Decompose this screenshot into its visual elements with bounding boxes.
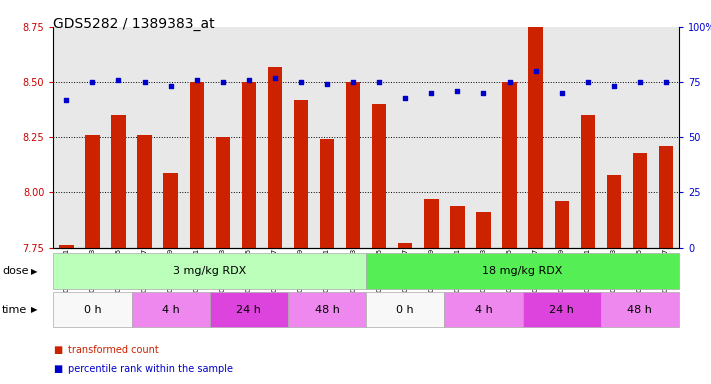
Bar — [59, 245, 73, 248]
Bar — [132, 292, 210, 327]
Bar — [528, 0, 542, 248]
Bar — [294, 100, 308, 248]
Point — [113, 77, 124, 83]
Point — [426, 90, 437, 96]
Text: transformed count: transformed count — [68, 345, 159, 355]
Bar — [366, 292, 444, 327]
Text: 24 h: 24 h — [550, 305, 574, 314]
Point — [582, 79, 594, 85]
Text: ▶: ▶ — [31, 266, 37, 276]
Text: time: time — [2, 305, 28, 314]
Bar — [53, 253, 366, 289]
Text: ▶: ▶ — [31, 305, 37, 314]
Point — [634, 79, 646, 85]
Point — [165, 83, 176, 89]
Text: 4 h: 4 h — [162, 305, 179, 314]
Point — [321, 81, 333, 88]
Text: 48 h: 48 h — [315, 305, 339, 314]
Point — [556, 90, 567, 96]
Point — [478, 90, 489, 96]
Bar — [372, 104, 386, 248]
Bar — [450, 206, 464, 248]
Bar — [398, 243, 412, 248]
Point — [139, 79, 150, 85]
Point — [608, 83, 619, 89]
Bar — [242, 82, 256, 248]
Point — [295, 79, 306, 85]
Bar — [137, 135, 151, 248]
Bar — [523, 292, 601, 327]
Bar — [190, 82, 204, 248]
Bar — [346, 82, 360, 248]
Text: 18 mg/kg RDX: 18 mg/kg RDX — [482, 266, 563, 276]
Point — [191, 77, 203, 83]
Bar — [164, 173, 178, 248]
Bar — [606, 175, 621, 248]
Point — [530, 68, 541, 74]
Text: 4 h: 4 h — [475, 305, 492, 314]
Bar — [476, 212, 491, 248]
Bar — [581, 115, 595, 248]
Text: percentile rank within the sample: percentile rank within the sample — [68, 364, 232, 374]
Point — [373, 79, 385, 85]
Bar — [288, 292, 366, 327]
Point — [243, 77, 255, 83]
Text: ■: ■ — [53, 345, 63, 355]
Bar — [444, 292, 523, 327]
Bar — [268, 67, 282, 248]
Point — [400, 94, 411, 101]
Bar — [503, 82, 517, 248]
Bar — [555, 201, 569, 248]
Text: ■: ■ — [53, 364, 63, 374]
Point — [217, 79, 228, 85]
Text: 0 h: 0 h — [84, 305, 101, 314]
Bar — [53, 292, 132, 327]
Text: 24 h: 24 h — [237, 305, 261, 314]
Text: 0 h: 0 h — [397, 305, 414, 314]
Bar — [210, 292, 288, 327]
Text: 3 mg/kg RDX: 3 mg/kg RDX — [173, 266, 247, 276]
Bar — [424, 199, 439, 248]
Text: 48 h: 48 h — [628, 305, 652, 314]
Bar — [366, 253, 679, 289]
Point — [348, 79, 359, 85]
Bar — [601, 292, 679, 327]
Point — [451, 88, 463, 94]
Bar — [85, 135, 100, 248]
Bar — [320, 139, 334, 248]
Bar — [215, 137, 230, 248]
Point — [661, 79, 672, 85]
Point — [269, 74, 281, 81]
Bar — [112, 115, 126, 248]
Point — [87, 79, 98, 85]
Point — [60, 97, 72, 103]
Bar — [659, 146, 673, 248]
Bar — [633, 153, 647, 248]
Point — [504, 79, 515, 85]
Text: dose: dose — [2, 266, 28, 276]
Text: GDS5282 / 1389383_at: GDS5282 / 1389383_at — [53, 17, 215, 31]
